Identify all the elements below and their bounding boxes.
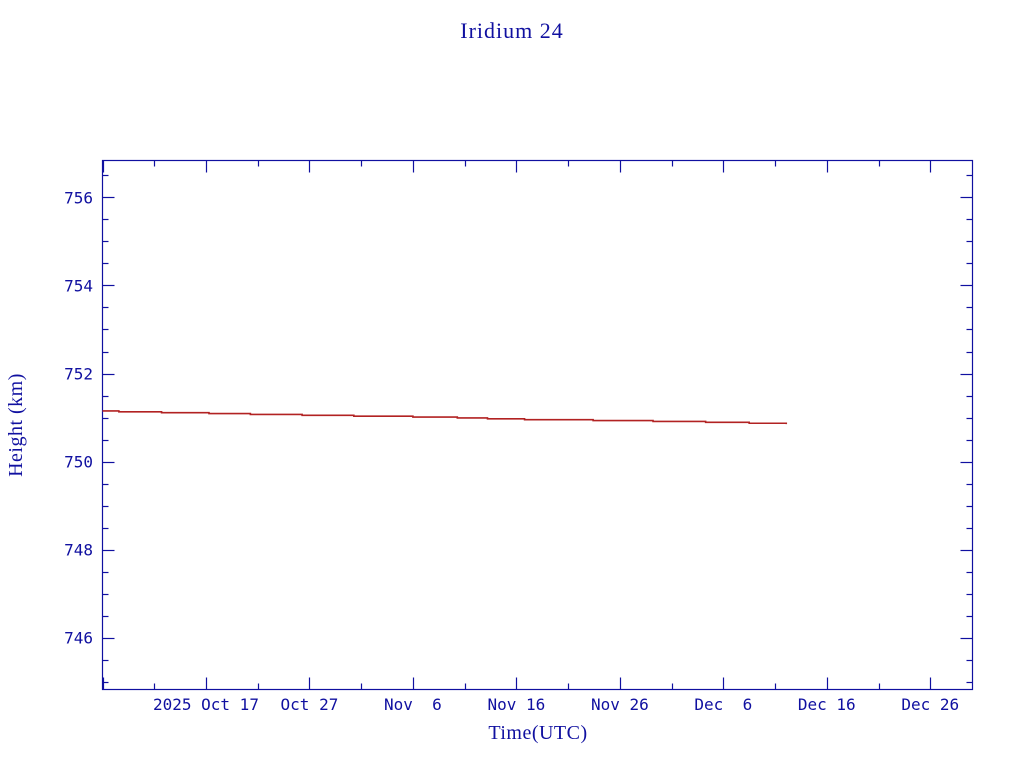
x-tick-label: Dec 6 bbox=[694, 695, 752, 714]
axis-ticks: 746 748 750 752 754 756 2025 Oct 17 Oct 27 Nov 6… bbox=[64, 160, 973, 714]
y-tick-label: 752 bbox=[64, 365, 93, 384]
x-tick-label: Dec 16 bbox=[798, 695, 856, 714]
height-series-line bbox=[102, 410, 788, 425]
x-tick-label: Dec 26 bbox=[901, 695, 959, 714]
x-tick-label: Nov 6 bbox=[384, 695, 442, 714]
x-axis-label: Time(UTC) bbox=[488, 722, 587, 744]
x-tick-label: Nov 26 bbox=[591, 695, 649, 714]
x-tick-label: Oct 27 bbox=[281, 695, 339, 714]
y-tick-label: 754 bbox=[64, 276, 93, 295]
chart-title: Iridium 24 bbox=[460, 18, 564, 43]
y-tick-label: 748 bbox=[64, 541, 93, 560]
y-tick-label: 750 bbox=[64, 453, 93, 472]
y-tick-label: 746 bbox=[64, 629, 93, 648]
y-axis-label: Height (km) bbox=[5, 373, 27, 477]
x-tick-label: 2025 Oct 17 bbox=[153, 695, 259, 714]
y-tick-label: 756 bbox=[64, 188, 93, 207]
plot-frame bbox=[101, 159, 974, 691]
series-layer bbox=[102, 410, 788, 425]
x-tick-label: Nov 16 bbox=[487, 695, 545, 714]
